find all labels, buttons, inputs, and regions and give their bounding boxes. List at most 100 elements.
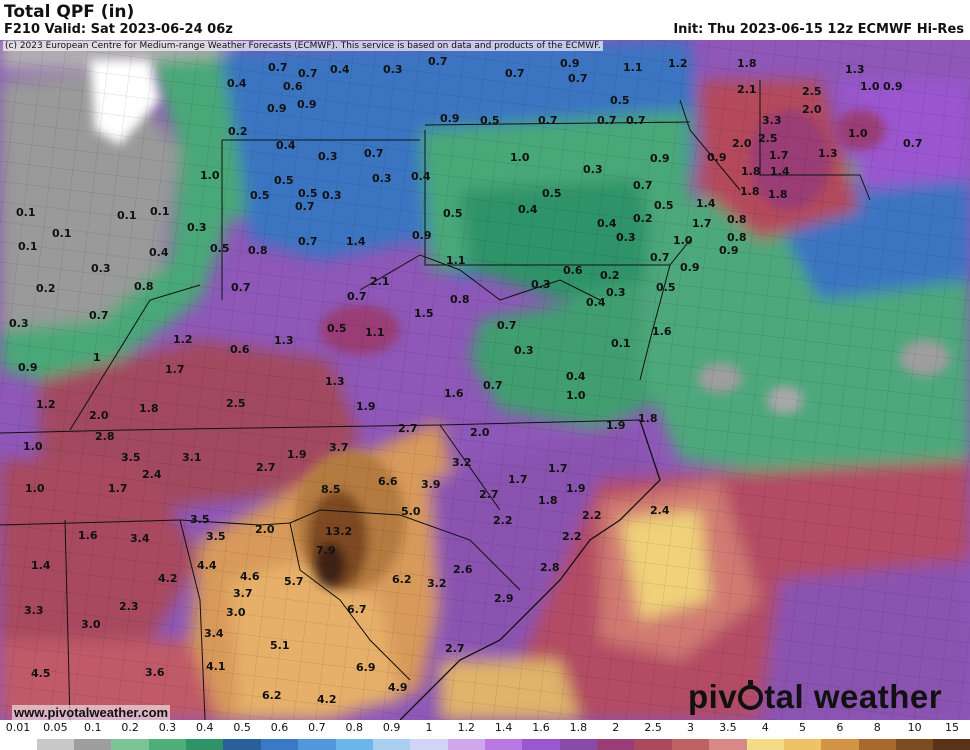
qpf-value-label: 1.8 xyxy=(538,494,558,507)
qpf-value-label: 0.5 xyxy=(250,189,270,202)
qpf-value-label: 0.3 xyxy=(583,163,603,176)
qpf-value-label: 5.1 xyxy=(270,639,290,652)
qpf-value-label: 1.0 xyxy=(200,169,220,182)
scale-swatch xyxy=(74,739,113,750)
qpf-value-label: 2.7 xyxy=(445,642,465,655)
qpf-value-label: 0.7 xyxy=(298,67,318,80)
qpf-value-label: 0.6 xyxy=(283,80,303,93)
qpf-value-label: 2.7 xyxy=(479,488,499,501)
scale-tick-label: 1 xyxy=(425,721,433,734)
qpf-value-label: 0.7 xyxy=(633,179,653,192)
qpf-value-label: 0.8 xyxy=(727,231,747,244)
scale-swatch xyxy=(485,739,523,750)
scale-swatch xyxy=(746,739,785,750)
qpf-value-label: 2.5 xyxy=(226,397,246,410)
logo-pin-icon xyxy=(738,680,764,710)
qpf-value-label: 1 xyxy=(93,351,101,364)
scale-swatch xyxy=(447,739,486,750)
qpf-value-label: 1.4 xyxy=(696,197,716,210)
qpf-value-label: 0.7 xyxy=(268,61,288,74)
qpf-value-label: 3.1 xyxy=(182,451,202,464)
qpf-value-label: 0.2 xyxy=(633,212,653,225)
qpf-value-label: 1.8 xyxy=(139,402,159,415)
qpf-value-label: 2.1 xyxy=(370,275,390,288)
qpf-value-label: 0.9 xyxy=(560,57,580,70)
qpf-value-label: 0.7 xyxy=(497,319,517,332)
qpf-value-label: 1.7 xyxy=(548,462,568,475)
scale-tick-label: 0.05 xyxy=(43,721,68,734)
qpf-value-label: 0.8 xyxy=(134,280,154,293)
scale-swatch xyxy=(36,739,75,750)
qpf-value-label: 3.4 xyxy=(130,532,150,545)
qpf-value-label: 0.7 xyxy=(650,251,670,264)
qpf-value-label: 0.9 xyxy=(412,229,432,242)
qpf-value-label: 0.1 xyxy=(150,205,170,218)
qpf-value-label: 3.6 xyxy=(145,666,165,679)
qpf-value-label: 1.1 xyxy=(623,61,643,74)
scale-swatch xyxy=(858,739,897,750)
qpf-value-label: 3.5 xyxy=(121,451,141,464)
scale-tick-label: 0.2 xyxy=(121,721,139,734)
qpf-value-label: 0.8 xyxy=(450,293,470,306)
qpf-value-label: 6.2 xyxy=(262,689,282,702)
qpf-value-label: 4.2 xyxy=(317,693,337,706)
qpf-value-label: 1.3 xyxy=(818,147,838,160)
qpf-value-label: 2.9 xyxy=(494,592,514,605)
qpf-value-label: 0.5 xyxy=(480,114,500,127)
qpf-value-label: 0.1 xyxy=(611,337,631,350)
qpf-value-label: 0.6 xyxy=(230,343,250,356)
qpf-value-label: 0.4 xyxy=(566,370,586,383)
qpf-value-label: 0.6 xyxy=(563,264,583,277)
qpf-value-label: 0.3 xyxy=(606,286,626,299)
qpf-value-label: 0.3 xyxy=(9,317,29,330)
qpf-value-label: 1.6 xyxy=(652,325,672,338)
qpf-value-label: 1.6 xyxy=(78,529,98,542)
qpf-value-label: 0.1 xyxy=(18,240,38,253)
qpf-value-label: 3.0 xyxy=(226,606,246,619)
qpf-value-label: 0.3 xyxy=(318,150,338,163)
qpf-value-label: 0.5 xyxy=(298,187,318,200)
scale-swatch xyxy=(597,739,636,750)
qpf-value-label: 0.4 xyxy=(518,203,538,216)
qpf-value-label: 2.0 xyxy=(255,523,275,536)
scale-swatch xyxy=(933,739,970,750)
qpf-value-label: 4.1 xyxy=(206,660,226,673)
qpf-value-label: 1.7 xyxy=(108,482,128,495)
scale-tick-label: 0.4 xyxy=(196,721,214,734)
scale-tick-label: 0.1 xyxy=(83,721,102,734)
qpf-value-label: 3.2 xyxy=(427,577,447,590)
chart-title: Total QPF (in) xyxy=(4,2,135,22)
qpf-value-label: 2.2 xyxy=(582,509,602,522)
qpf-value-label: 0.9 xyxy=(707,151,727,164)
qpf-value-label: 0.3 xyxy=(616,231,636,244)
qpf-value-label: 1.2 xyxy=(36,398,56,411)
qpf-value-label: 2.8 xyxy=(540,561,560,574)
qpf-value-label: 4.4 xyxy=(197,559,217,572)
qpf-value-label: 0.1 xyxy=(117,209,137,222)
qpf-value-label: 2.0 xyxy=(732,137,752,150)
qpf-value-label: 0.7 xyxy=(89,309,109,322)
qpf-value-label: 2.0 xyxy=(89,409,109,422)
qpf-value-label: 0.4 xyxy=(586,296,606,309)
site-url[interactable]: www.pivotalweather.com xyxy=(12,705,171,720)
qpf-value-label: 1.0 xyxy=(566,389,586,402)
precipitation-field xyxy=(0,40,970,720)
qpf-value-label: 0.7 xyxy=(428,55,448,68)
qpf-value-label: 0.2 xyxy=(36,282,56,295)
qpf-value-label: 0.3 xyxy=(322,189,342,202)
qpf-value-label: 1.9 xyxy=(566,482,586,495)
scale-swatch xyxy=(671,739,710,750)
qpf-value-label: 1.4 xyxy=(770,165,790,178)
qpf-value-label: 1.6 xyxy=(444,387,464,400)
qpf-value-label: 0.7 xyxy=(231,281,251,294)
qpf-value-label: 0.5 xyxy=(210,242,230,255)
qpf-value-label: 3.4 xyxy=(204,627,224,640)
qpf-value-label: 0.4 xyxy=(227,77,247,90)
scale-tick-label: 1.2 xyxy=(457,721,476,734)
qpf-value-label: 3.0 xyxy=(81,618,101,631)
qpf-value-label: 0.9 xyxy=(650,152,670,165)
qpf-value-label: 1.8 xyxy=(740,185,760,198)
qpf-value-label: 1.1 xyxy=(446,254,466,267)
qpf-value-label: 0.7 xyxy=(505,67,525,80)
scale-tick-label: 2.5 xyxy=(644,721,662,734)
